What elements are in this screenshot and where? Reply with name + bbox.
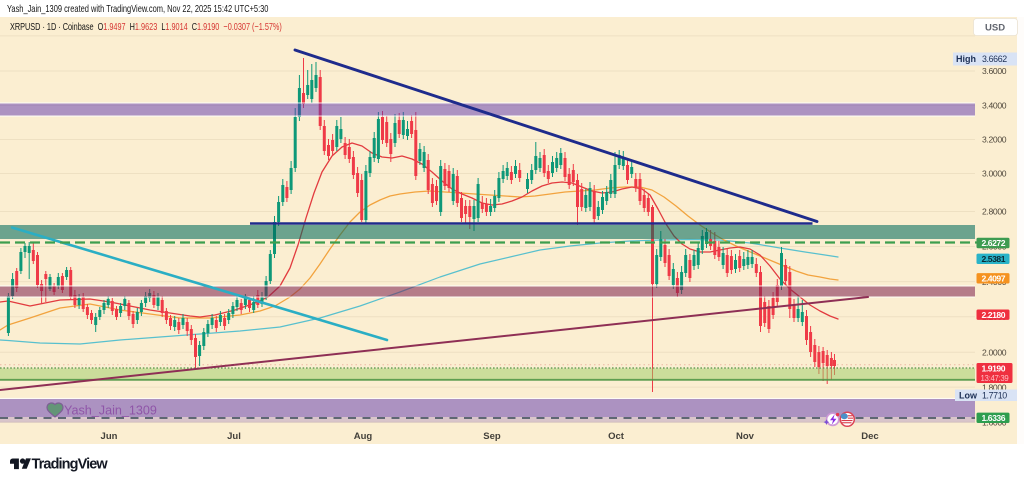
svg-text:3.6000: 3.6000 <box>982 66 1007 76</box>
svg-text:3.2000: 3.2000 <box>982 135 1007 145</box>
svg-text:13:47:39: 13:47:39 <box>981 374 1009 383</box>
svg-text:Sep: Sep <box>483 431 501 442</box>
svg-text:2.2180: 2.2180 <box>982 310 1006 320</box>
svg-text:Low: Low <box>959 390 978 400</box>
svg-text:1.9190: 1.9190 <box>982 364 1006 374</box>
svg-text:3.6662: 3.6662 <box>982 54 1007 64</box>
svg-text:2.6272: 2.6272 <box>982 238 1006 248</box>
svg-text:3.4000: 3.4000 <box>982 101 1007 111</box>
svg-text:Oct: Oct <box>608 431 625 442</box>
svg-text:1.6336: 1.6336 <box>982 413 1006 423</box>
svg-text:2.8000: 2.8000 <box>982 207 1007 217</box>
svg-text:TradingView: TradingView <box>32 456 109 472</box>
svg-text:Dec: Dec <box>861 431 878 442</box>
svg-text:Jun: Jun <box>101 431 118 442</box>
svg-text:2.4097: 2.4097 <box>982 274 1006 284</box>
svg-text:1.7710: 1.7710 <box>982 390 1007 400</box>
svg-text:Jul: Jul <box>227 431 241 442</box>
svg-text:Yash_Jain_1309: Yash_Jain_1309 <box>64 404 157 418</box>
svg-text:3.0000: 3.0000 <box>982 169 1007 179</box>
svg-text:2.5381: 2.5381 <box>982 254 1006 264</box>
svg-text:Nov: Nov <box>736 431 755 442</box>
svg-text:1.8000: 1.8000 <box>982 382 1007 392</box>
svg-text:USD: USD <box>985 23 1005 34</box>
svg-text:2.0000: 2.0000 <box>982 348 1007 358</box>
svg-text:High: High <box>956 54 976 64</box>
svg-text:Aug: Aug <box>354 431 373 442</box>
